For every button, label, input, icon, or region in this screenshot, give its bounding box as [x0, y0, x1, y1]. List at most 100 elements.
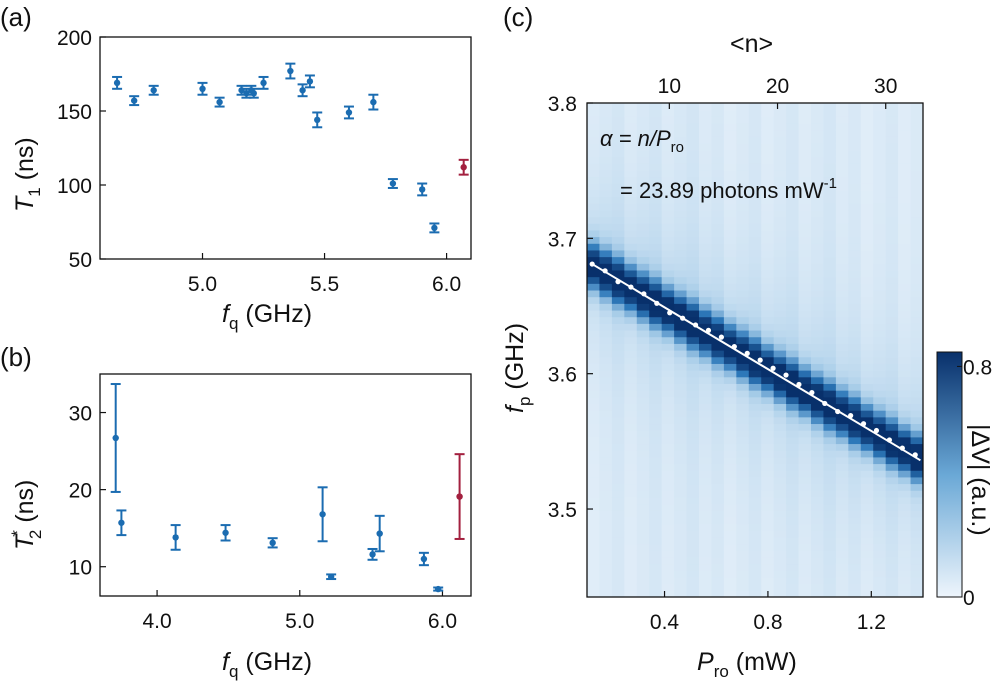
heatmap-cell	[811, 350, 825, 358]
heatmap-cell	[835, 229, 849, 238]
heatmap-cell	[723, 570, 737, 578]
heatmap-cell	[636, 383, 650, 391]
data-point	[216, 98, 223, 106]
heatmap-cell	[748, 503, 762, 511]
heatmap-cell	[798, 236, 812, 244]
heatmap-cell	[798, 483, 812, 491]
heatmap-cell	[661, 470, 675, 478]
heatmap-cell	[736, 383, 750, 391]
heatmap-cell	[599, 269, 613, 278]
heatmap-cell	[649, 149, 663, 158]
heatmap-cell	[711, 276, 725, 284]
resonance-point	[783, 372, 789, 378]
heatmap-cell	[786, 183, 800, 191]
y-tick-label: 150	[57, 101, 92, 124]
heatmap-cell	[674, 209, 688, 218]
heatmap-cell	[910, 396, 923, 405]
heatmap-cell	[811, 356, 825, 364]
heatmap-cell	[860, 403, 874, 411]
heatmap-cell	[711, 243, 725, 251]
heatmap-cell	[910, 510, 923, 518]
heatmap-cell	[835, 456, 849, 465]
heatmap-cell	[649, 229, 663, 238]
heatmap-cell	[748, 536, 762, 545]
heatmap-cell	[823, 383, 837, 391]
heatmap-cell	[674, 396, 688, 405]
heatmap-cell	[723, 416, 737, 425]
heatmap-cell	[611, 536, 625, 545]
heatmap-cell	[624, 123, 638, 131]
heatmap-cell	[599, 303, 613, 311]
heatmap-cell	[611, 556, 625, 565]
heatmap-cell	[860, 256, 874, 264]
heatmap-cell	[699, 436, 713, 445]
heatmap-cell	[848, 123, 862, 131]
heatmap-cell	[624, 416, 638, 425]
heatmap-cell	[748, 149, 762, 158]
heatmap-cell	[910, 496, 923, 505]
heatmap-cell	[611, 530, 625, 538]
heatmap-cell	[835, 470, 849, 478]
heatmap-cell	[798, 396, 812, 405]
heatmap-cell	[761, 550, 775, 558]
heatmap-cell	[723, 576, 737, 585]
heatmap-cell	[860, 323, 874, 331]
heatmap-cell	[885, 363, 899, 371]
heatmap-cell	[773, 496, 787, 505]
heatmap-cell	[848, 403, 862, 411]
heatmap-cell	[624, 103, 638, 111]
heatmap-cell	[686, 590, 700, 597]
heatmap-cell	[848, 523, 862, 531]
heatmap-cell	[811, 456, 825, 465]
heatmap-cell	[649, 196, 663, 204]
heatmap-cell	[686, 516, 700, 525]
heatmap-cell	[723, 450, 737, 458]
heatmap-cell	[599, 229, 613, 238]
heatmap-cell	[649, 383, 663, 391]
heatmap-cell	[674, 410, 688, 418]
heatmap-cell	[699, 263, 713, 271]
heatmap-cell	[611, 483, 625, 491]
heatmap-cell	[661, 423, 675, 431]
heatmap-cell	[885, 149, 899, 158]
heatmap-cell	[599, 563, 613, 571]
heatmap-cell	[873, 216, 887, 224]
heatmap-cell	[723, 410, 737, 418]
heatmap-cell	[823, 323, 837, 331]
heatmap-cell	[798, 136, 812, 144]
heatmap-cell	[873, 123, 887, 131]
heatmap-cell	[686, 463, 700, 471]
heatmap-cell	[910, 269, 923, 278]
heatmap-cell	[873, 363, 887, 371]
heatmap-cell	[823, 189, 837, 198]
heatmap-cell	[636, 296, 650, 304]
heatmap-cell	[910, 249, 923, 258]
heatmap-cell	[811, 276, 825, 284]
heatmap-cell	[699, 470, 713, 478]
heatmap-cell	[823, 203, 837, 211]
heatmap-cell	[611, 189, 625, 198]
heatmap-cell	[599, 183, 613, 191]
heatmap-cell	[811, 523, 825, 531]
data-point	[327, 573, 335, 580]
heatmap-cell	[736, 223, 750, 231]
heatmap-cell	[649, 563, 663, 571]
heatmap-cell	[624, 430, 638, 438]
heatmap-cell	[699, 256, 713, 264]
heatmap-cell	[860, 109, 874, 117]
heatmap-cell	[811, 183, 825, 191]
heatmap-cell	[711, 129, 725, 137]
heatmap-cell	[723, 510, 737, 518]
heatmap-cell	[823, 336, 837, 344]
heatmap-cell	[736, 483, 750, 491]
heatmap-cell	[898, 149, 912, 158]
heatmap-cell	[711, 583, 725, 591]
heatmap-cell	[798, 156, 812, 164]
heatmap-cell	[699, 103, 713, 111]
heatmap-cell	[786, 243, 800, 251]
heatmap-cell	[761, 129, 775, 137]
resonance-point	[899, 445, 905, 451]
heatmap-cell	[674, 103, 688, 111]
heatmap-cell	[636, 256, 650, 264]
heatmap-cell	[898, 289, 912, 298]
